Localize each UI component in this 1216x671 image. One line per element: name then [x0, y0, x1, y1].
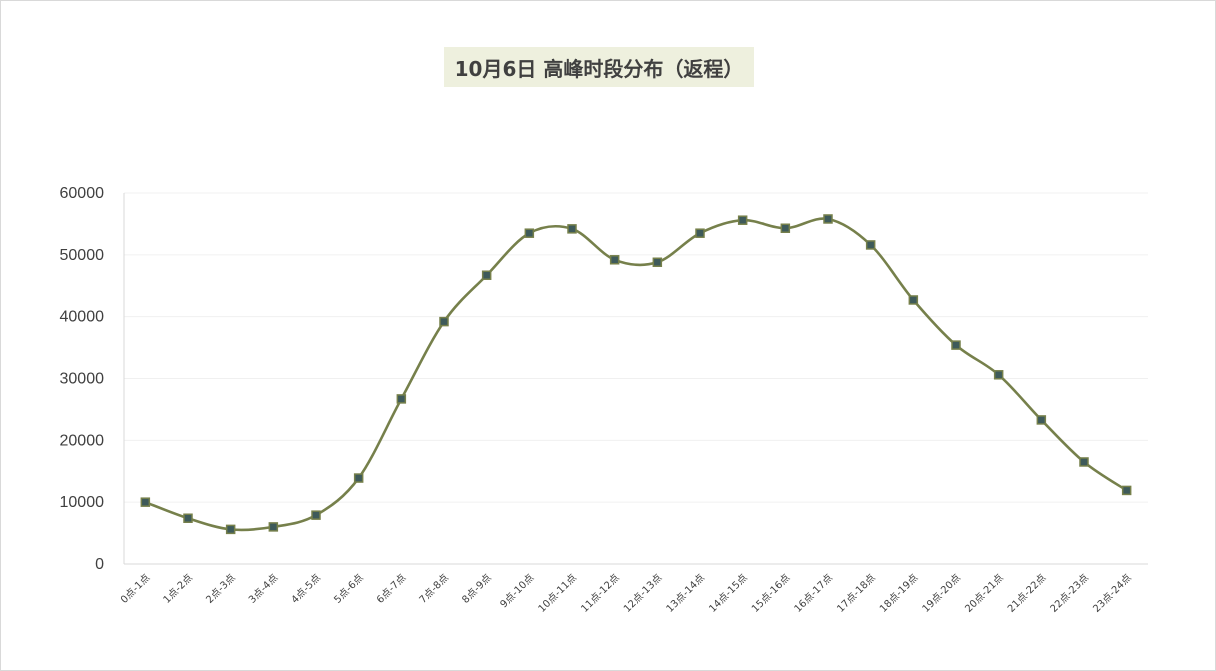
data-point [183, 513, 193, 523]
x-tick-label: 2点-3点 [204, 572, 238, 606]
data-point [609, 255, 620, 265]
data-point [951, 340, 961, 350]
data-point [439, 316, 449, 327]
data-point [140, 497, 151, 507]
x-tick-label: 19点-20点 [920, 572, 963, 615]
x-tick-label: 3点-4点 [246, 572, 280, 606]
x-tick-label: 14点-15点 [707, 572, 750, 615]
data-point [652, 257, 663, 268]
x-tick-label: 15点-16点 [749, 572, 792, 615]
y-tick-label: 40000 [60, 309, 105, 326]
x-tick-label: 7点-8点 [417, 572, 451, 606]
x-tick-label: 20点-21点 [963, 572, 1006, 615]
axis-layer [123, 193, 1148, 565]
x-tick-label: 21点-22点 [1005, 572, 1048, 615]
data-point [524, 228, 535, 238]
data-point [1036, 415, 1047, 425]
data-point [780, 223, 791, 233]
chart-title-box: 10月6日 高峰时段分布（返程） [444, 47, 754, 87]
x-tick-label: 4点-5点 [289, 572, 323, 606]
x-tick-label: 1点-2点 [161, 572, 195, 606]
marker-layer [140, 214, 1132, 535]
x-tick-labels: 0点-1点 1点-2点 2点-3点 3点-4点 4点-5点 5点-6点 6点-7点 7点-8点… [118, 572, 1134, 615]
x-tick-label: 13点-14点 [664, 572, 707, 615]
x-tick-label: 18点-19点 [877, 572, 920, 615]
data-point [823, 214, 833, 224]
data-point [481, 270, 492, 280]
data-point [737, 215, 748, 225]
x-tick-label: 11点-12点 [579, 572, 622, 615]
data-point [396, 394, 407, 404]
chart-title: 10月6日 高峰时段分布（返程） [454, 56, 744, 81]
data-point [865, 240, 876, 250]
data-point [268, 522, 279, 532]
series-layer [144, 217, 1128, 532]
data-point [567, 224, 577, 234]
x-tick-label: 0点-1点 [118, 572, 152, 606]
x-tick-label: 5点-6点 [332, 572, 366, 606]
x-tick-label: 22点-23点 [1048, 572, 1091, 615]
data-point [908, 295, 919, 305]
series-line [144, 217, 1128, 532]
y-tick-label: 20000 [60, 432, 105, 449]
grid-layer [124, 192, 1148, 503]
y-tick-label: 0 [95, 556, 104, 573]
x-tick-label: 10点-11点 [536, 572, 579, 615]
data-point [993, 370, 1004, 380]
x-tick-label: 16点-17点 [792, 572, 835, 615]
x-tick-label: 12点-13点 [621, 572, 664, 615]
x-tick-label: 6点-7点 [374, 572, 408, 606]
y-tick-labels: 0 10000 20000 30000 40000 50000 60000 [60, 185, 105, 573]
y-tick-label: 50000 [60, 247, 105, 264]
y-tick-label: 30000 [60, 371, 105, 388]
x-tick-label: 23点-24点 [1091, 572, 1134, 615]
data-point [1079, 457, 1089, 467]
x-tick-label: 9点-10点 [498, 572, 537, 611]
data-point [1121, 485, 1132, 496]
y-tick-label: 10000 [60, 494, 105, 511]
x-tick-label: 8点-9点 [460, 572, 494, 606]
data-point [695, 228, 705, 238]
y-tick-label: 60000 [60, 185, 105, 202]
data-point [225, 524, 236, 535]
data-point [353, 473, 364, 483]
x-tick-label: 17点-18点 [835, 572, 878, 615]
data-point [311, 510, 321, 520]
